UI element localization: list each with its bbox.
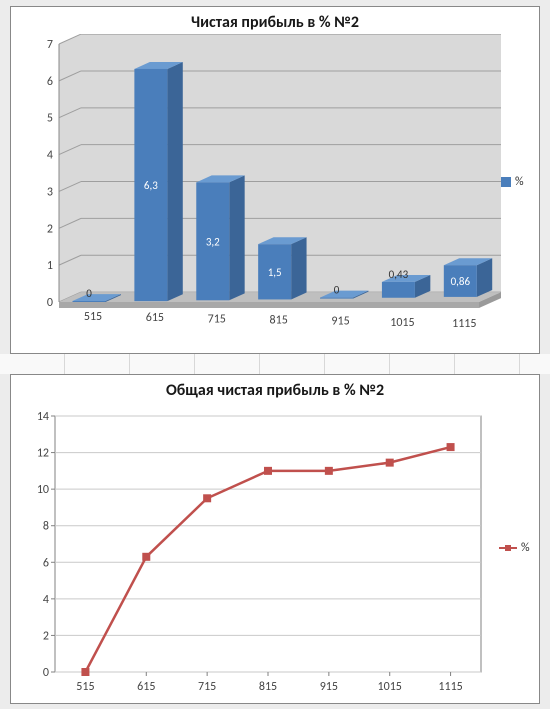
- svg-text:815: 815: [259, 680, 277, 694]
- chart-title: Общая чистая прибыль в % №2: [11, 375, 539, 402]
- chart-legend: %: [501, 175, 524, 189]
- svg-text:915: 915: [320, 680, 338, 694]
- svg-text:1015: 1015: [378, 680, 402, 694]
- legend-swatch-icon: [499, 543, 517, 553]
- svg-text:0: 0: [334, 284, 340, 297]
- svg-text:0: 0: [47, 296, 53, 310]
- svg-text:3: 3: [47, 185, 53, 199]
- svg-text:3,2: 3,2: [206, 235, 220, 248]
- svg-text:615: 615: [146, 311, 164, 325]
- svg-text:6: 6: [43, 556, 49, 570]
- svg-text:6,3: 6,3: [144, 179, 158, 192]
- svg-text:1115: 1115: [452, 317, 476, 331]
- svg-text:1,5: 1,5: [268, 266, 282, 279]
- legend-label: %: [521, 541, 530, 555]
- svg-text:1: 1: [47, 259, 53, 273]
- svg-text:815: 815: [270, 313, 288, 327]
- svg-text:2: 2: [43, 629, 49, 643]
- legend-swatch-icon: [501, 177, 511, 187]
- svg-text:12: 12: [37, 447, 49, 461]
- legend-label: %: [515, 175, 524, 189]
- svg-text:14: 14: [37, 410, 49, 424]
- chart-title: Чистая прибыль в % №2: [11, 7, 539, 34]
- svg-text:715: 715: [208, 312, 226, 326]
- svg-text:1115: 1115: [438, 680, 462, 694]
- svg-text:1015: 1015: [390, 316, 414, 330]
- svg-text:0: 0: [86, 287, 92, 300]
- svg-text:0,86: 0,86: [451, 275, 471, 288]
- svg-text:515: 515: [76, 680, 94, 694]
- spreadsheet-area: Чистая прибыль в % №2 0123456705156,3615…: [0, 0, 550, 709]
- chart-canvas: 0 2 4 6 8 10 12 14 515 615 715 815 915 1015 1115: [11, 402, 539, 700]
- svg-text:4: 4: [47, 149, 53, 163]
- chart-legend: %: [499, 541, 530, 555]
- svg-text:2: 2: [47, 222, 53, 236]
- svg-text:715: 715: [198, 680, 216, 694]
- svg-text:6: 6: [47, 75, 53, 89]
- svg-text:7: 7: [47, 38, 53, 52]
- svg-text:615: 615: [137, 680, 155, 694]
- sheet-grid-strip: [0, 354, 550, 374]
- svg-text:5: 5: [47, 112, 53, 126]
- chart-net-profit[interactable]: Чистая прибыль в % №2 0 1 2 3 4 5 6 7 0 515 6,3 615…: [10, 6, 540, 354]
- svg-text:515: 515: [84, 310, 102, 324]
- chart-total-net-profit[interactable]: Общая чистая прибыль в % №2 0 2 4 6 8 10 12 14 5…: [10, 374, 540, 704]
- svg-text:0: 0: [43, 666, 49, 680]
- svg-text:8: 8: [43, 520, 49, 534]
- svg-text:10: 10: [37, 483, 49, 497]
- svg-text:0,43: 0,43: [389, 268, 409, 281]
- svg-text:915: 915: [331, 315, 349, 329]
- chart-canvas: 0 1 2 3 4 5 6 7 0 515 6,3 615 3,2 715 1,5 815 0 915 0,43 10…: [11, 34, 539, 350]
- svg-text:4: 4: [43, 593, 49, 607]
